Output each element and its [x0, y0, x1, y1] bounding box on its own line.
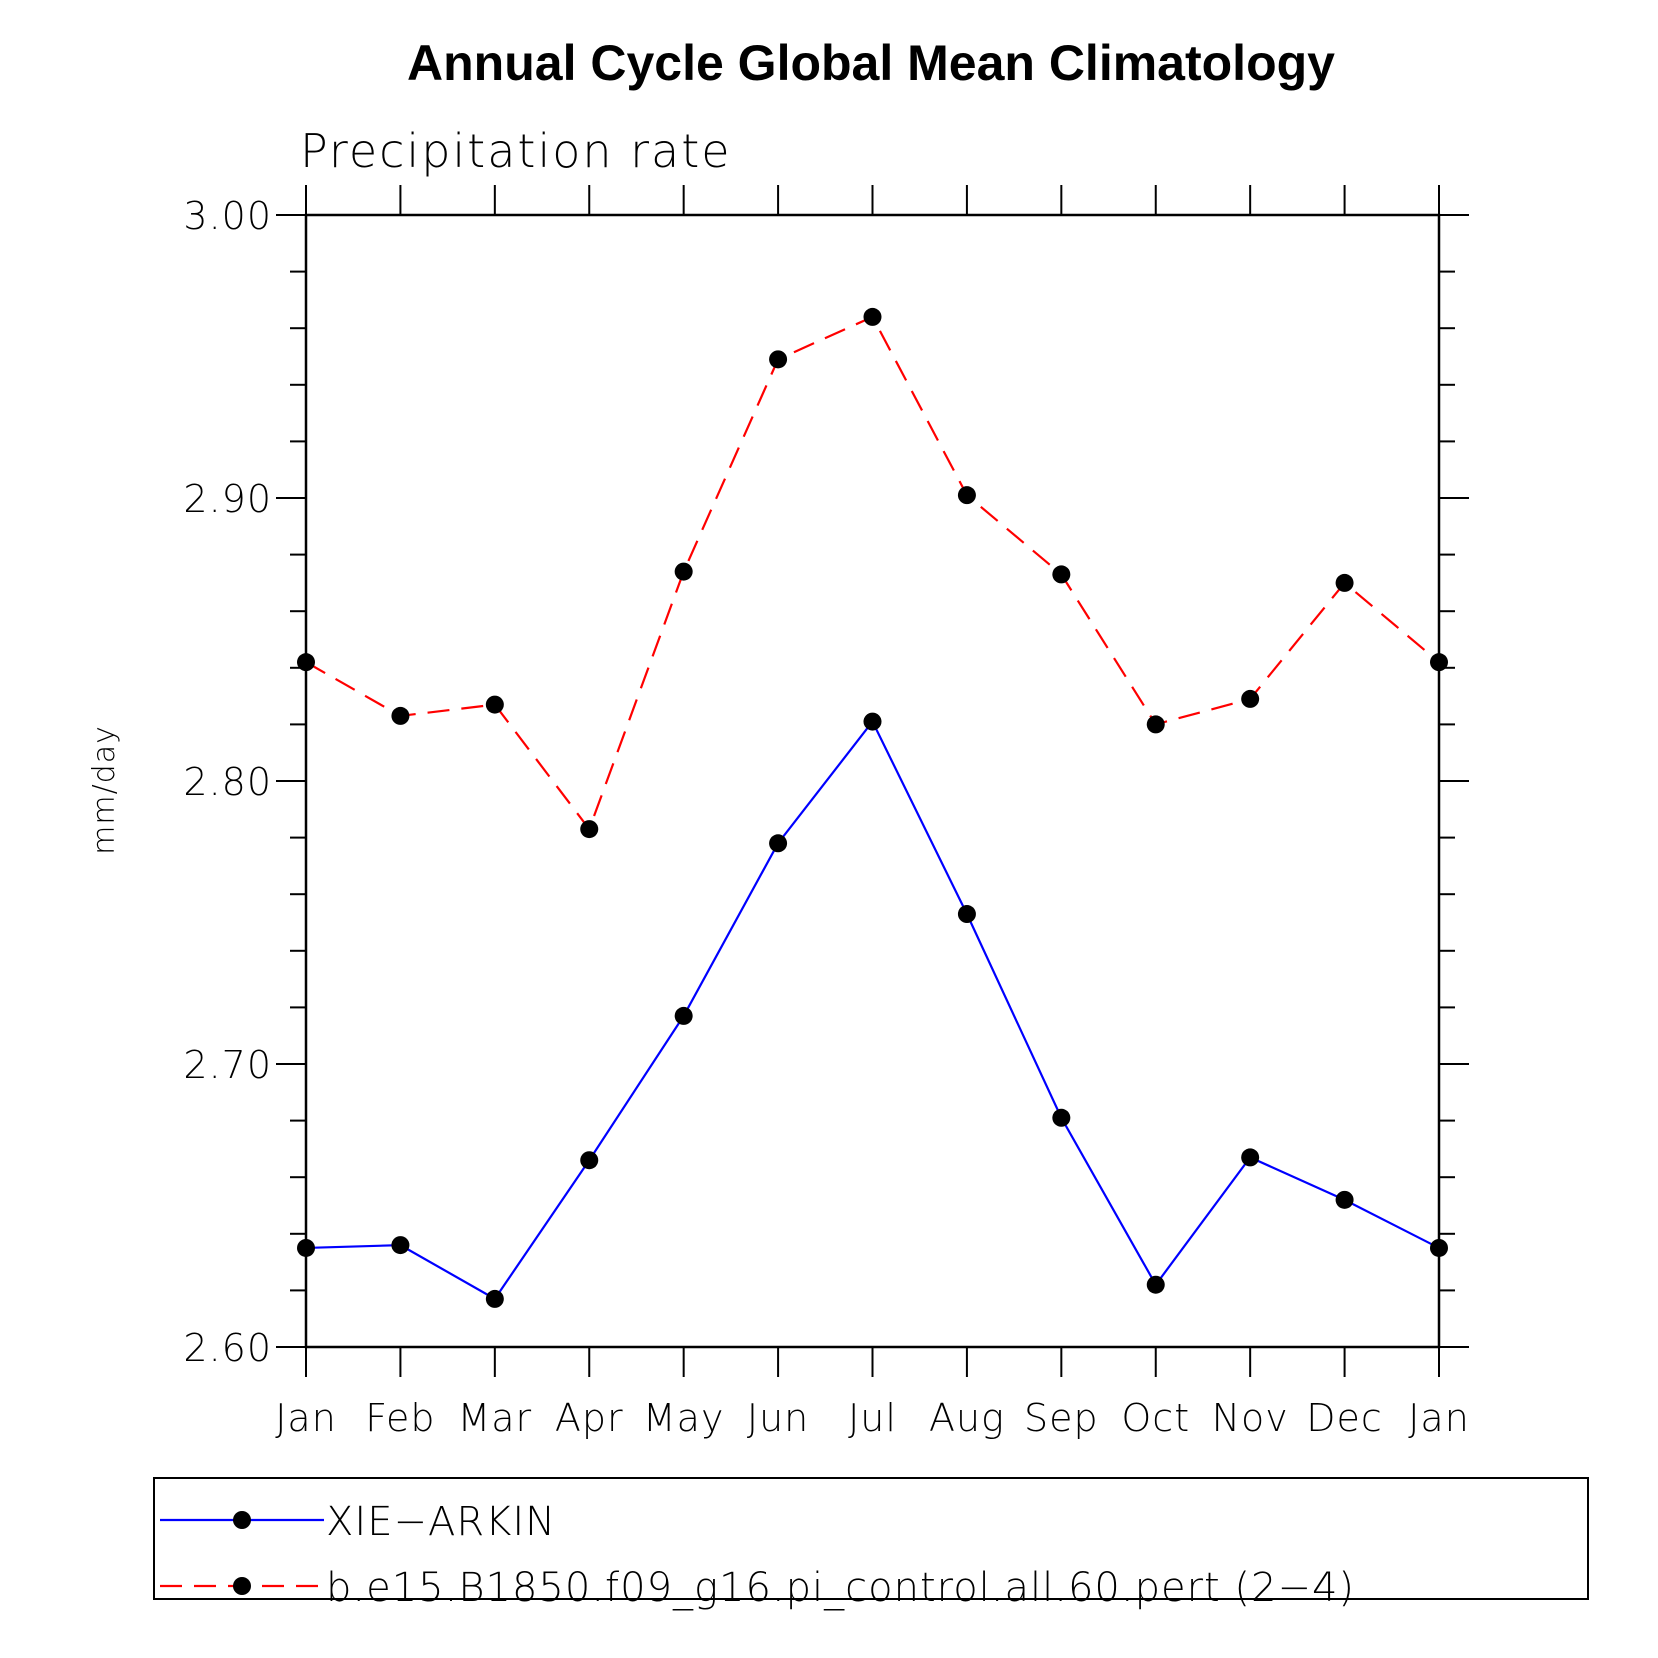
plot-area: 2.60 2.70 2.80 2.90 3.00 Jan Feb Mar Apr May Jun Ju… — [183, 185, 1469, 1440]
series-1-point — [297, 1238, 315, 1257]
x-tick-label: Nov — [1212, 1396, 1289, 1440]
x-tick-label: Jun — [747, 1396, 809, 1440]
legend-marker-1 — [233, 1511, 251, 1529]
series-1-point — [1146, 1275, 1165, 1294]
x-tick-label: Oct — [1121, 1396, 1190, 1440]
series-1-point — [1430, 1238, 1448, 1257]
series-2-point — [1430, 653, 1448, 672]
x-tick-label: Jan — [1408, 1396, 1470, 1440]
series-2-point — [485, 695, 504, 714]
y-axis-label: mm/day — [87, 725, 122, 855]
plot-frame — [304, 213, 1441, 1349]
legend-box — [153, 1477, 1589, 1600]
series-1-point — [769, 834, 788, 853]
series-line-1 — [305, 719, 1440, 1301]
series-2-point — [391, 706, 410, 725]
x-tick-label: Apr — [555, 1396, 624, 1440]
series-2-point — [674, 562, 693, 581]
legend-label-2: b.e15.B1850.f09_g16.pi_control.all.60.pe… — [326, 1565, 1355, 1611]
series-1-point — [957, 905, 976, 924]
series-1-point — [1052, 1108, 1071, 1127]
x-tick-label: Feb — [365, 1396, 435, 1440]
x-tick-label: Aug — [929, 1396, 1005, 1440]
series-2-point — [297, 653, 315, 672]
x-tick-label: Jul — [848, 1396, 897, 1440]
x-tick-label: Mar — [457, 1396, 532, 1440]
x-tick-label: Jan — [275, 1396, 337, 1440]
legend-label-1: XIE−ARKIN — [326, 1499, 556, 1545]
chart-title: Annual Cycle Global Mean Climatology — [407, 35, 1335, 91]
chart-subtitle: Precipitation rate — [300, 124, 732, 178]
y-tick-label: 3.00 — [183, 194, 272, 238]
y-tick-label: 2.90 — [183, 477, 272, 521]
series-2-point — [1146, 715, 1165, 734]
series-1-point — [580, 1151, 599, 1170]
series-2-point — [769, 350, 788, 369]
series-1-point — [1241, 1148, 1260, 1167]
x-tick-label: Dec — [1306, 1396, 1383, 1440]
x-tick-label: May — [643, 1396, 725, 1440]
y-tick-label: 2.70 — [183, 1043, 272, 1087]
series-2-point — [1052, 565, 1071, 584]
x-tick-label: Sep — [1024, 1396, 1099, 1440]
legend-marker-2 — [233, 1577, 251, 1595]
series-line-2 — [305, 315, 1440, 832]
series-1-point — [391, 1236, 410, 1255]
y-tick-label: 2.60 — [183, 1326, 272, 1370]
legend: XIE−ARKIN b.e15.B1850.f09_g16.pi_control.… — [153, 1477, 1589, 1611]
y-tick-label: 2.80 — [183, 760, 272, 804]
series-2-point — [1241, 689, 1260, 708]
series-2-point — [863, 307, 882, 326]
series-2-point — [957, 486, 976, 505]
series-1-point — [863, 712, 882, 731]
series-1-point — [1335, 1190, 1354, 1209]
series-2-point — [580, 820, 599, 839]
series-1-point — [674, 1006, 693, 1025]
series-1-point — [485, 1289, 504, 1308]
series-2-point — [1335, 573, 1354, 592]
